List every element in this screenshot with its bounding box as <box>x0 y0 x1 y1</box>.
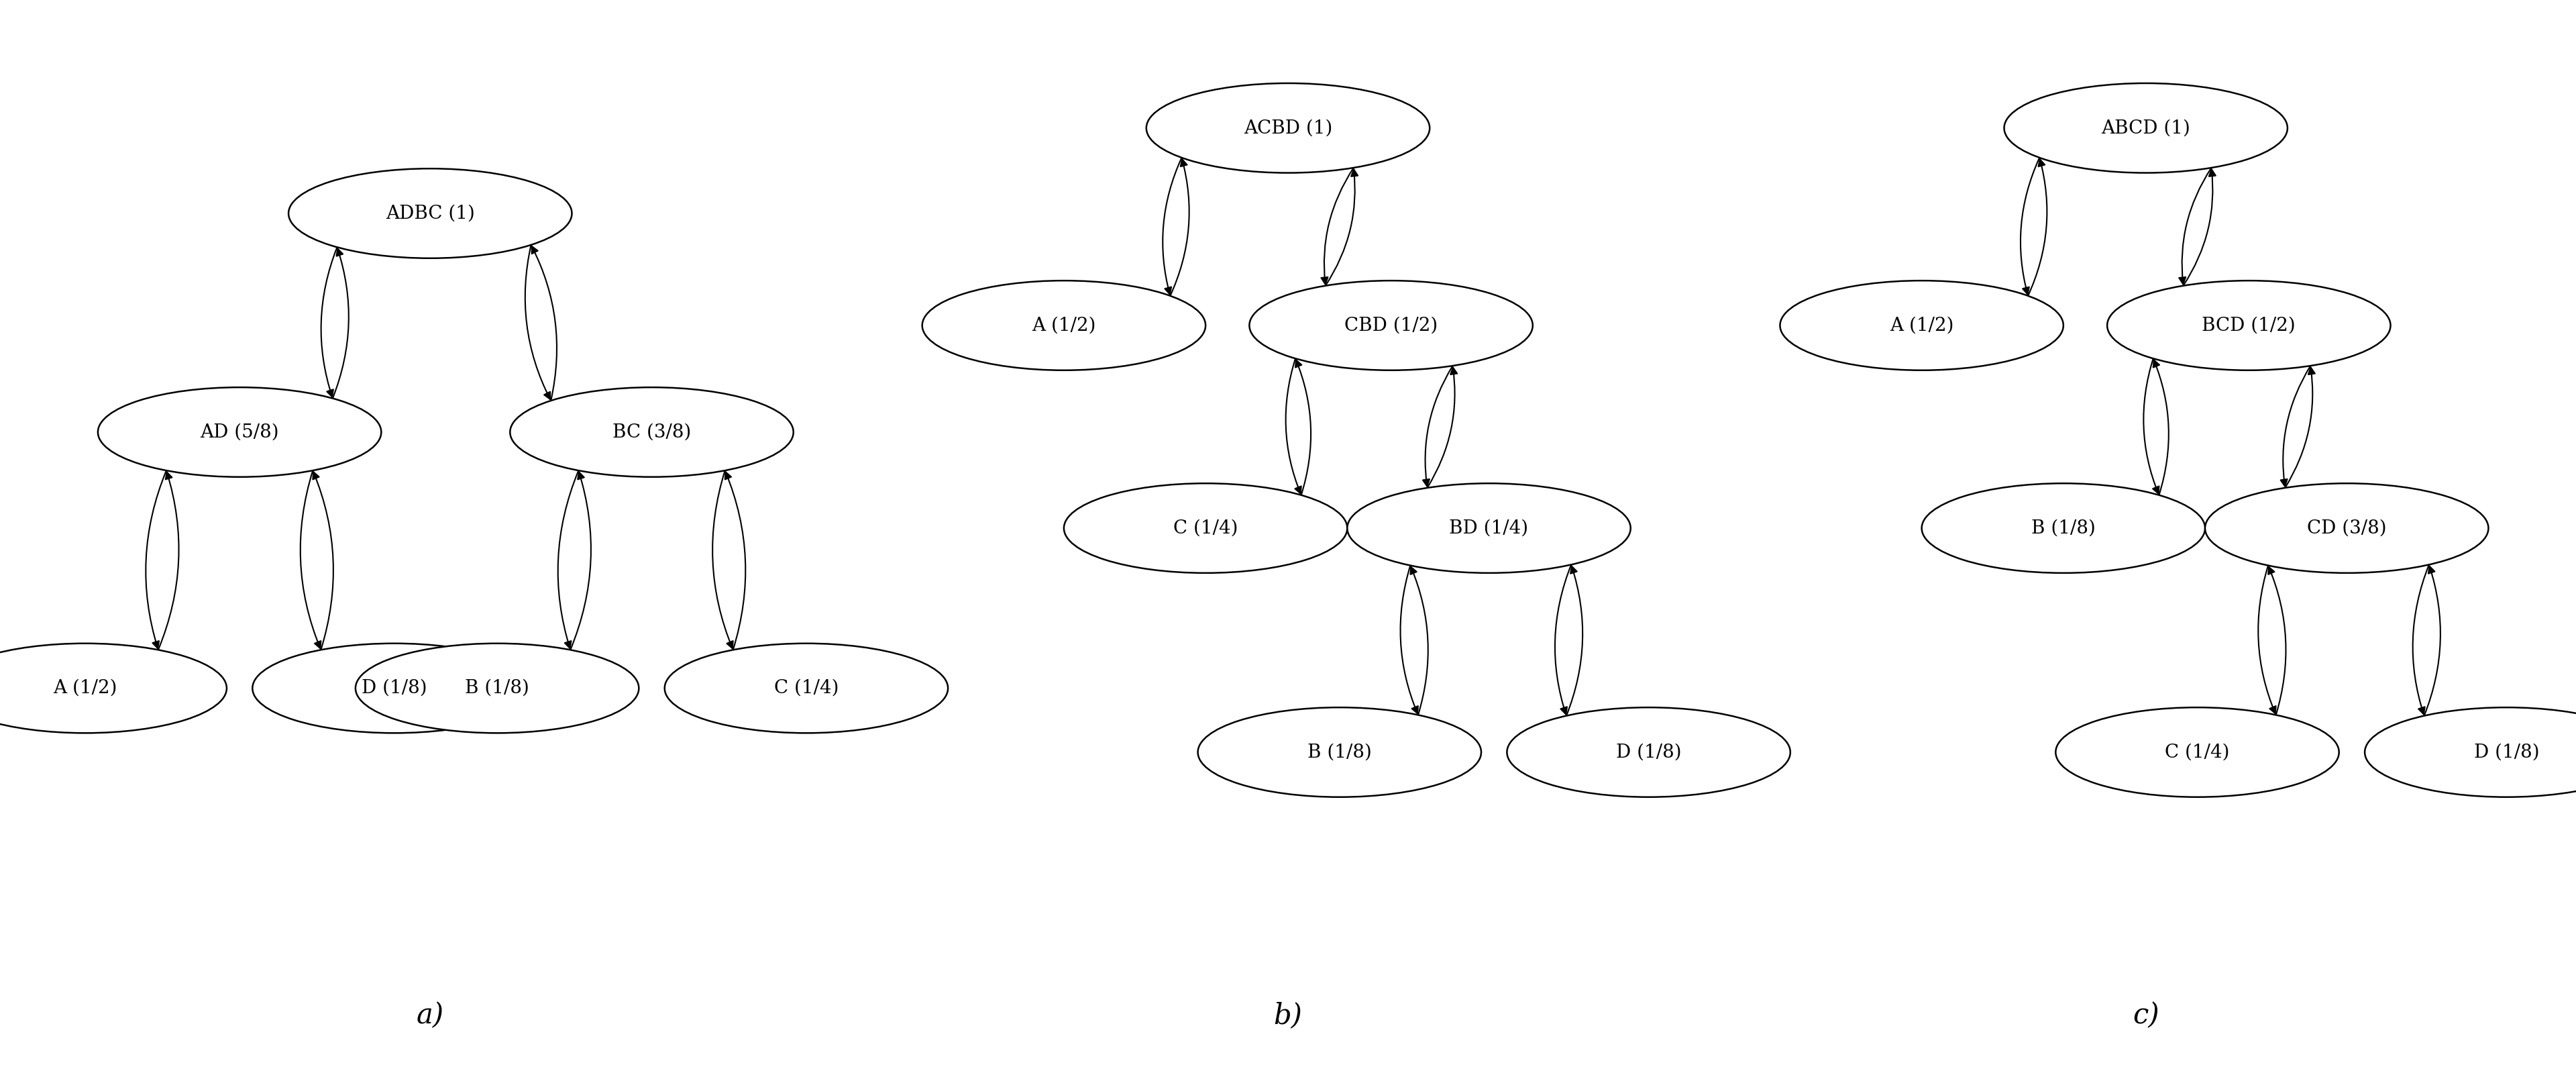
FancyArrowPatch shape <box>1321 168 1352 284</box>
Text: C (1/4): C (1/4) <box>1172 520 1239 537</box>
Ellipse shape <box>252 643 536 733</box>
Text: B (1/8): B (1/8) <box>2032 520 2094 537</box>
FancyArrowPatch shape <box>2285 367 2316 488</box>
Text: D (1/8): D (1/8) <box>361 680 428 697</box>
Ellipse shape <box>1347 483 1631 573</box>
FancyArrowPatch shape <box>1427 367 1458 488</box>
FancyArrowPatch shape <box>332 249 348 398</box>
Ellipse shape <box>665 643 948 733</box>
Ellipse shape <box>2107 281 2391 370</box>
Ellipse shape <box>1146 83 1430 173</box>
FancyArrowPatch shape <box>301 471 322 649</box>
Text: A (1/2): A (1/2) <box>1891 317 1953 334</box>
FancyArrowPatch shape <box>322 248 337 397</box>
FancyArrowPatch shape <box>1285 359 1301 494</box>
Text: ABCD (1): ABCD (1) <box>2102 120 2190 137</box>
FancyArrowPatch shape <box>1566 567 1582 716</box>
Ellipse shape <box>1064 483 1347 573</box>
Ellipse shape <box>2056 707 2339 797</box>
Ellipse shape <box>0 643 227 733</box>
Text: D (1/8): D (1/8) <box>1615 744 1682 761</box>
FancyArrowPatch shape <box>714 471 734 649</box>
Ellipse shape <box>1780 281 2063 370</box>
FancyArrowPatch shape <box>2154 360 2169 495</box>
FancyArrowPatch shape <box>157 472 178 650</box>
Ellipse shape <box>510 387 793 477</box>
FancyArrowPatch shape <box>1170 159 1190 296</box>
Text: CBD (1/2): CBD (1/2) <box>1345 317 1437 334</box>
Ellipse shape <box>1922 483 2205 573</box>
Ellipse shape <box>922 281 1206 370</box>
FancyArrowPatch shape <box>1162 158 1182 294</box>
Text: c): c) <box>2133 1002 2159 1030</box>
Text: CD (3/8): CD (3/8) <box>2308 520 2385 537</box>
Text: BD (1/4): BD (1/4) <box>1450 520 1528 537</box>
Text: BCD (1/2): BCD (1/2) <box>2202 317 2295 334</box>
Ellipse shape <box>289 169 572 258</box>
FancyArrowPatch shape <box>1296 360 1311 495</box>
FancyArrowPatch shape <box>1412 567 1427 715</box>
Ellipse shape <box>355 643 639 733</box>
FancyArrowPatch shape <box>2143 359 2159 494</box>
FancyArrowPatch shape <box>1422 366 1453 487</box>
FancyArrowPatch shape <box>147 471 167 649</box>
Ellipse shape <box>1507 707 1790 797</box>
FancyArrowPatch shape <box>2020 158 2040 294</box>
Ellipse shape <box>1249 281 1533 370</box>
Ellipse shape <box>2205 483 2488 573</box>
FancyArrowPatch shape <box>724 472 744 650</box>
FancyArrowPatch shape <box>2269 567 2285 715</box>
FancyArrowPatch shape <box>1327 170 1358 286</box>
FancyArrowPatch shape <box>1401 566 1417 714</box>
Text: C (1/4): C (1/4) <box>773 680 840 697</box>
Ellipse shape <box>2365 707 2576 797</box>
Text: B (1/8): B (1/8) <box>1309 744 1370 761</box>
Text: C (1/4): C (1/4) <box>2164 744 2231 761</box>
Ellipse shape <box>1198 707 1481 797</box>
FancyArrowPatch shape <box>526 245 551 399</box>
FancyArrowPatch shape <box>531 246 556 400</box>
Text: b): b) <box>1273 1002 1303 1030</box>
Text: BC (3/8): BC (3/8) <box>613 424 690 441</box>
FancyArrowPatch shape <box>2027 159 2048 296</box>
FancyArrowPatch shape <box>1556 564 1571 714</box>
Ellipse shape <box>98 387 381 477</box>
FancyArrowPatch shape <box>2280 366 2311 487</box>
FancyArrowPatch shape <box>312 472 332 650</box>
Text: A (1/2): A (1/2) <box>54 680 116 697</box>
FancyArrowPatch shape <box>2414 564 2429 714</box>
Text: ADBC (1): ADBC (1) <box>386 205 474 222</box>
Text: ACBD (1): ACBD (1) <box>1244 120 1332 137</box>
FancyArrowPatch shape <box>569 472 590 650</box>
FancyArrowPatch shape <box>559 471 580 649</box>
Text: a): a) <box>417 1002 443 1030</box>
FancyArrowPatch shape <box>2179 168 2210 284</box>
Text: AD (5/8): AD (5/8) <box>201 424 278 441</box>
FancyArrowPatch shape <box>2184 170 2215 286</box>
Text: D (1/8): D (1/8) <box>2473 744 2540 761</box>
Ellipse shape <box>2004 83 2287 173</box>
Text: A (1/2): A (1/2) <box>1033 317 1095 334</box>
FancyArrowPatch shape <box>2259 566 2275 714</box>
FancyArrowPatch shape <box>2424 567 2439 716</box>
Text: B (1/8): B (1/8) <box>466 680 528 697</box>
